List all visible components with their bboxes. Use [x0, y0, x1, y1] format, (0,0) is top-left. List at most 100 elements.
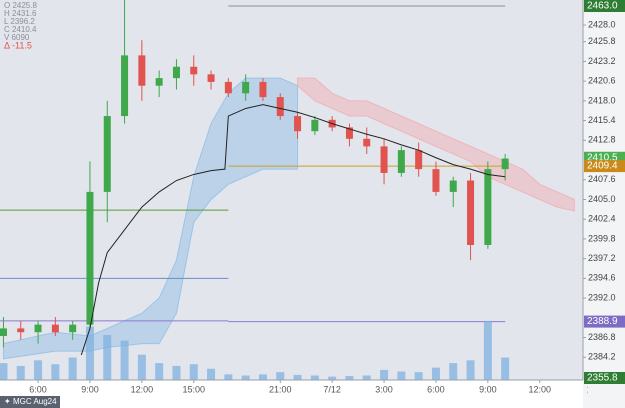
- candle-body: [51, 324, 59, 333]
- ohlc-legend: C 2410.4: [4, 25, 37, 34]
- x-tick-label: 6:00: [29, 384, 47, 394]
- y-tick-label: 2420.6: [588, 76, 616, 86]
- y-tick-label: 2428.0: [588, 19, 616, 29]
- price-axis-background: [583, 0, 625, 408]
- candle-body: [449, 180, 457, 192]
- volume-bar: [414, 372, 423, 380]
- symbol-tag-icon: ✦: [4, 397, 11, 406]
- price-badge-label: 2355.8: [587, 373, 618, 384]
- volume-bar: [0, 363, 8, 380]
- volume-bar: [172, 365, 181, 380]
- volume-bar: [362, 375, 371, 380]
- candle-body: [17, 328, 25, 333]
- vwap-line: [80, 104, 506, 356]
- y-tick-label: 2405.0: [588, 194, 616, 204]
- volume-bar: [449, 363, 458, 380]
- candle-body: [69, 324, 77, 333]
- cloud: [2, 77, 299, 360]
- volume-bar: [345, 376, 354, 380]
- volume-bar: [276, 372, 285, 380]
- symbol-tag[interactable]: ✦ MGC Aug24: [0, 396, 60, 408]
- candle-body: [311, 119, 319, 132]
- price-badge: [584, 160, 625, 173]
- volume-bar: [501, 357, 510, 380]
- candle-body: [397, 150, 405, 173]
- symbol-tag-background: [0, 396, 60, 408]
- candle-body: [190, 66, 198, 75]
- volume-bar: [51, 364, 60, 380]
- volume-bar: [85, 326, 94, 380]
- x-tick-label: 15: [587, 384, 597, 394]
- candle-body: [34, 324, 42, 333]
- candle-body: [155, 78, 163, 86]
- candle-body: [363, 138, 371, 147]
- volume-bar: [241, 375, 250, 380]
- plot-area: [0, 0, 575, 380]
- price-badge: [584, 372, 625, 384]
- price-badge-label: 2410.5: [587, 152, 618, 163]
- candle-body: [207, 74, 215, 82]
- volume-bar: [258, 374, 267, 380]
- volume-bar: [483, 320, 492, 380]
- x-tick-label: 6:00: [427, 384, 445, 394]
- price-badge: [584, 0, 625, 12]
- x-tick-label: 7/12: [323, 384, 341, 394]
- price-badge-label: 2409.4: [587, 161, 618, 172]
- candle-body: [172, 66, 180, 79]
- ohlc-legend: V 6090: [4, 33, 30, 42]
- time-axis: 6:00 9:00 12:00 15:00 21:00 7/12 3:00 6:00 9:00 1…: [29, 380, 597, 394]
- change-legend: Δ -11.5: [4, 40, 32, 50]
- volume-bar: [466, 360, 475, 380]
- volume-bar: [293, 374, 302, 380]
- legend: O 2425.8H 2431.6L 2396.2C 2410.4V 6090Δ …: [4, 1, 37, 50]
- volume-bar: [431, 367, 440, 380]
- candle-body: [380, 146, 388, 173]
- volume-bar: [16, 365, 25, 380]
- candle-body: [138, 55, 146, 86]
- y-tick-label: 2397.2: [588, 253, 616, 263]
- volume-bar: [207, 368, 216, 380]
- x-tick-label: 21:00: [269, 384, 292, 394]
- ohlc-legend: L 2396.2: [4, 17, 35, 26]
- volume-bar: [397, 371, 406, 380]
- candle-body: [484, 169, 492, 245]
- y-tick-label: 2392.0: [588, 292, 616, 302]
- candle-body: [294, 116, 302, 132]
- volume-bar: [380, 369, 389, 380]
- candle-body: [259, 81, 267, 98]
- y-tick-label: 2399.8: [588, 233, 616, 243]
- price-badge: [584, 315, 625, 328]
- x-tick-label: 9:00: [81, 384, 99, 394]
- y-tick-label: 2394.6: [588, 273, 616, 283]
- y-tick-label: 2402.4: [588, 214, 616, 224]
- price-axis: 2428.0 2425.8 2423.2 2420.6 2418.0 2415.4 2412…: [583, 0, 625, 384]
- volume-bar: [137, 354, 146, 380]
- candle-body: [242, 81, 250, 94]
- ohlc-legend: H 2431.6: [4, 9, 37, 18]
- x-tick-label: 15:00: [182, 384, 205, 394]
- volume-bar: [155, 363, 164, 380]
- candle-body: [103, 116, 111, 192]
- y-tick-label: 2423.2: [588, 56, 616, 66]
- candle-body: [415, 150, 423, 170]
- volume-bar: [224, 374, 233, 380]
- candle-body: [224, 81, 232, 94]
- volume-bar: [103, 335, 112, 380]
- candle-body: [0, 328, 7, 337]
- y-tick-label: 2425.8: [588, 36, 616, 46]
- candle-body: [432, 169, 440, 192]
- price-badge-label: 2463.0: [587, 1, 618, 12]
- x-tick-label: 12:00: [528, 384, 551, 394]
- candle-body: [345, 127, 353, 139]
- y-tick-label: 2412.8: [588, 135, 616, 145]
- candle-body: [86, 191, 94, 325]
- candle-body: [467, 180, 475, 245]
- x-tick-label: 3:00: [375, 384, 393, 394]
- candle-body: [501, 158, 509, 170]
- y-tick-label: 2415.4: [588, 115, 616, 125]
- candle-body: [121, 55, 129, 117]
- candle-body: [276, 97, 284, 117]
- price-badge-label: 2388.9: [587, 316, 618, 327]
- volume-bar: [68, 357, 77, 380]
